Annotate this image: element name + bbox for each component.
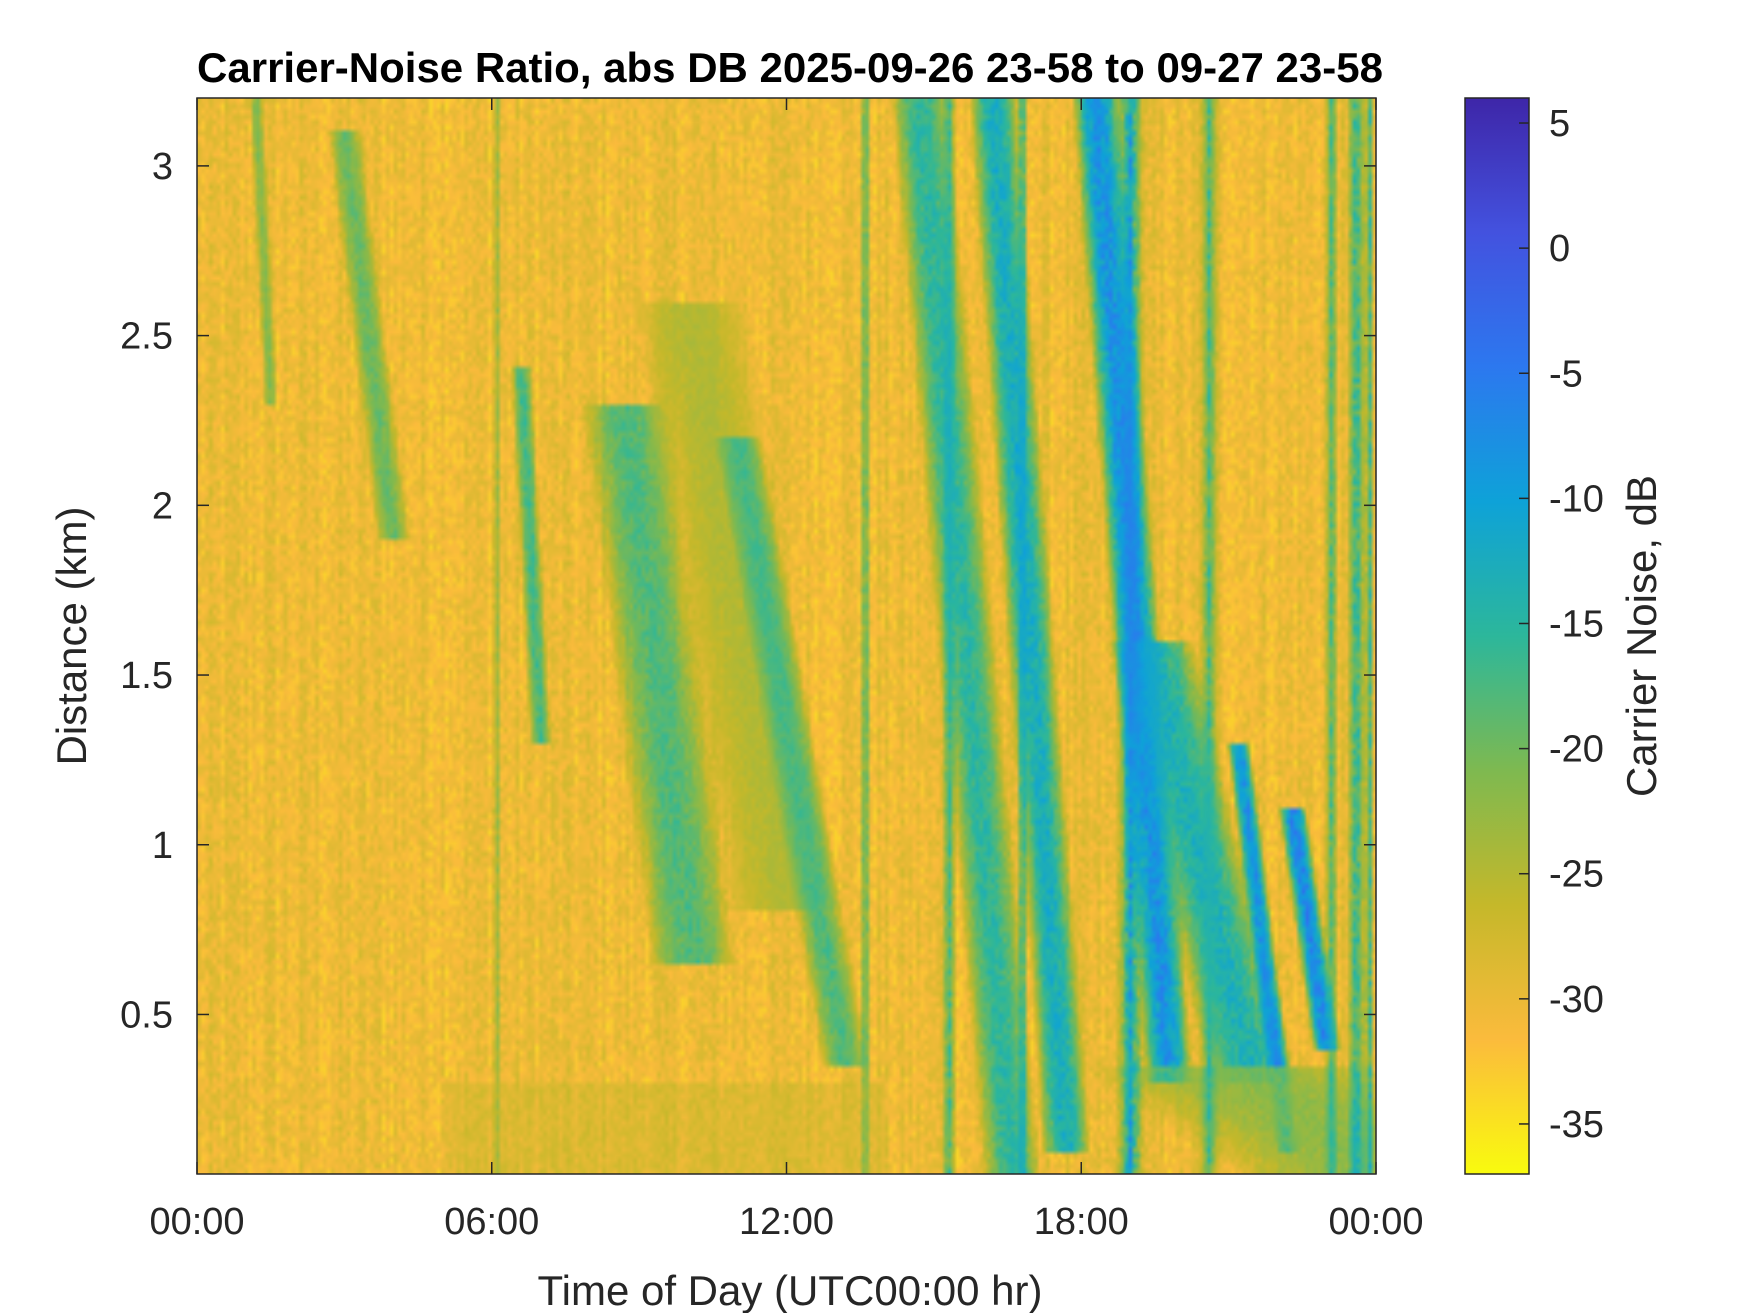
heatmap-cells <box>197 98 1376 1174</box>
colorbar-label: Carrier Noise, dB <box>1618 475 1665 797</box>
colorbar-gradient <box>1465 98 1529 1174</box>
colorbar-tick-label: -20 <box>1549 729 1604 771</box>
colorbar-tick-label: -15 <box>1549 603 1604 645</box>
colorbar-tick-label: 5 <box>1549 103 1570 145</box>
x-tick-label: 06:00 <box>444 1201 539 1243</box>
y-tick-label: 3 <box>152 146 173 188</box>
y-tick-label: 1.5 <box>120 655 173 697</box>
y-axis-label: Distance (km) <box>48 506 95 765</box>
x-tick-label: 18:00 <box>1034 1201 1129 1243</box>
colorbar-tick-label: -30 <box>1549 979 1604 1021</box>
colorbar-tick-label: -25 <box>1549 854 1604 896</box>
chart-title: Carrier-Noise Ratio, abs DB 2025-09-26 2… <box>197 44 1383 91</box>
y-tick-label: 2 <box>152 485 173 527</box>
x-axis-label: Time of Day (UTC00:00 hr) <box>538 1267 1043 1313</box>
y-tick-label: 0.5 <box>120 994 173 1036</box>
plot-area <box>196 97 1377 1175</box>
colorbar-frame <box>1464 97 1530 1175</box>
colorbar-tick-label: 0 <box>1549 228 1570 270</box>
colorbar-ticks: 5 0 -5 -10 -15 -20 -25 -30 -35 <box>1519 103 1604 1146</box>
x-tick-label: 00:00 <box>1328 1201 1423 1243</box>
colorbar-tick-label: -10 <box>1549 478 1604 520</box>
x-tick-label: 00:00 <box>149 1201 244 1243</box>
colorbar-tick-label: -35 <box>1549 1104 1604 1146</box>
y-tick-label: 2.5 <box>120 316 173 358</box>
x-axis: 00:00 06:00 12:00 18:00 00:00 <box>149 98 1424 1243</box>
colorbar: 5 0 -5 -10 -15 -20 -25 -30 -35 Carrier Noise, dB <box>1464 97 1665 1175</box>
y-axis: 0.5 1 1.5 2 2.5 3 <box>120 146 1376 1036</box>
x-tick-label: 12:00 <box>739 1201 834 1243</box>
colorbar-tick-label: -5 <box>1549 353 1583 395</box>
y-tick-label: 1 <box>152 825 173 867</box>
